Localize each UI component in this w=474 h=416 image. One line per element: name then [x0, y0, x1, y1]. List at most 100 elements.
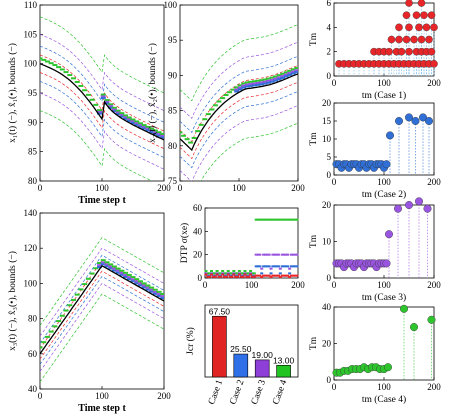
lower-bound-line	[40, 80, 164, 158]
estimate-marker	[152, 132, 158, 135]
dtp-marker	[254, 253, 258, 256]
upper-bound-line	[40, 16, 164, 94]
dtp-marker	[263, 274, 267, 277]
estimate-marker	[262, 80, 268, 83]
dtp-marker	[219, 275, 223, 278]
dtp-marker	[260, 267, 264, 270]
tm-marker	[412, 11, 421, 19]
tm-marker	[427, 47, 436, 56]
upper-bound-line	[40, 54, 164, 132]
dtp-marker	[210, 273, 214, 276]
dtp-marker	[211, 272, 215, 275]
estimate-marker	[149, 131, 155, 134]
dtp-marker	[234, 275, 238, 278]
tm-marker	[430, 60, 438, 68]
estimate-marker	[244, 81, 250, 84]
estimate-marker	[40, 57, 43, 60]
dtp-marker	[289, 253, 293, 256]
category-label: Case 1	[207, 378, 225, 406]
x-tick-label: 0	[38, 183, 43, 193]
dtp-marker	[226, 273, 230, 276]
dtp-marker	[217, 275, 221, 278]
estimate-marker	[266, 77, 271, 80]
dtp-marker	[278, 272, 282, 275]
dtp-marker	[236, 275, 240, 278]
estimate-marker	[149, 129, 155, 132]
dtp-marker	[215, 270, 219, 272]
estimate-marker	[126, 116, 132, 119]
x-tick-label: 0	[332, 382, 337, 392]
estimate-marker	[141, 125, 147, 128]
estimate-marker	[266, 79, 271, 82]
estimate-marker	[111, 108, 117, 111]
estimate-marker	[119, 112, 125, 115]
upper-bound-line	[40, 33, 164, 111]
y-tick-label: 20	[193, 250, 203, 260]
y-tick-label: 2	[327, 47, 332, 57]
dtp-marker	[286, 274, 290, 277]
dtp-marker	[236, 272, 240, 275]
estimate-marker	[276, 74, 282, 77]
x-axis-label: Time step t	[78, 195, 126, 206]
x-tick-label: 100	[377, 280, 391, 290]
estimate-marker	[74, 293, 80, 296]
dtp-marker	[250, 272, 254, 275]
y-tick-label: 85	[28, 147, 38, 157]
estimate-marker	[67, 74, 73, 77]
dtp-marker	[239, 272, 243, 275]
estimate-marker	[97, 110, 103, 113]
estimate-marker	[104, 99, 110, 102]
dtp-marker	[256, 218, 260, 221]
estimate-marker	[145, 125, 151, 128]
estimate-marker	[160, 134, 164, 137]
category-label: Case 4	[271, 378, 289, 406]
y-tick-label: 20	[322, 339, 332, 349]
dtp-marker	[291, 218, 295, 221]
dtp-marker	[234, 272, 238, 275]
estimate-marker	[152, 129, 158, 132]
tm-marker	[382, 160, 391, 169]
lower-bound-line	[40, 72, 164, 150]
estimate-marker	[137, 280, 143, 283]
lower-bound-line	[180, 105, 298, 181]
dtp-marker	[288, 276, 292, 279]
dtp-marker	[260, 276, 264, 279]
estimate-marker	[130, 280, 136, 283]
estimate-marker	[123, 275, 129, 278]
estimate-marker	[209, 108, 215, 111]
plot-area	[40, 16, 164, 181]
x-tick-label: 0	[203, 280, 208, 290]
panel-7: 0 100 200 0 5 10 15 20 tm (Case 2) Tm	[309, 98, 441, 200]
dtp-marker	[223, 275, 227, 278]
dtp-marker	[295, 253, 299, 256]
bar	[212, 315, 227, 378]
x-tick-label: 0	[332, 280, 337, 290]
dtp-marker	[252, 272, 256, 275]
estimate-marker	[108, 105, 114, 108]
estimate-marker	[137, 125, 143, 128]
dtp-marker	[228, 275, 232, 278]
estimate-marker	[152, 292, 158, 295]
estimate-marker	[251, 80, 257, 83]
dtp-marker	[278, 276, 282, 279]
x-tick-label: 200	[157, 183, 171, 193]
dtp-marker	[211, 275, 215, 278]
plot-area	[40, 237, 164, 383]
dtp-marker	[221, 270, 225, 272]
dtp-marker	[265, 274, 269, 277]
estimate-marker	[100, 259, 106, 262]
tm-marker	[385, 230, 394, 239]
dtp-marker	[275, 218, 279, 221]
tm-marker	[400, 304, 409, 313]
lower-bound-line	[200, 122, 298, 181]
estimate-marker	[237, 86, 243, 89]
dtp-marker	[267, 265, 271, 268]
estimate-marker	[258, 83, 264, 86]
estimate-marker	[97, 264, 103, 267]
tm-marker	[410, 323, 419, 332]
estimate-marker	[123, 271, 129, 274]
tm-marker	[417, 35, 426, 44]
estimate-marker	[134, 280, 140, 283]
estimate-marker	[56, 320, 62, 323]
dtp-marker	[237, 273, 241, 276]
